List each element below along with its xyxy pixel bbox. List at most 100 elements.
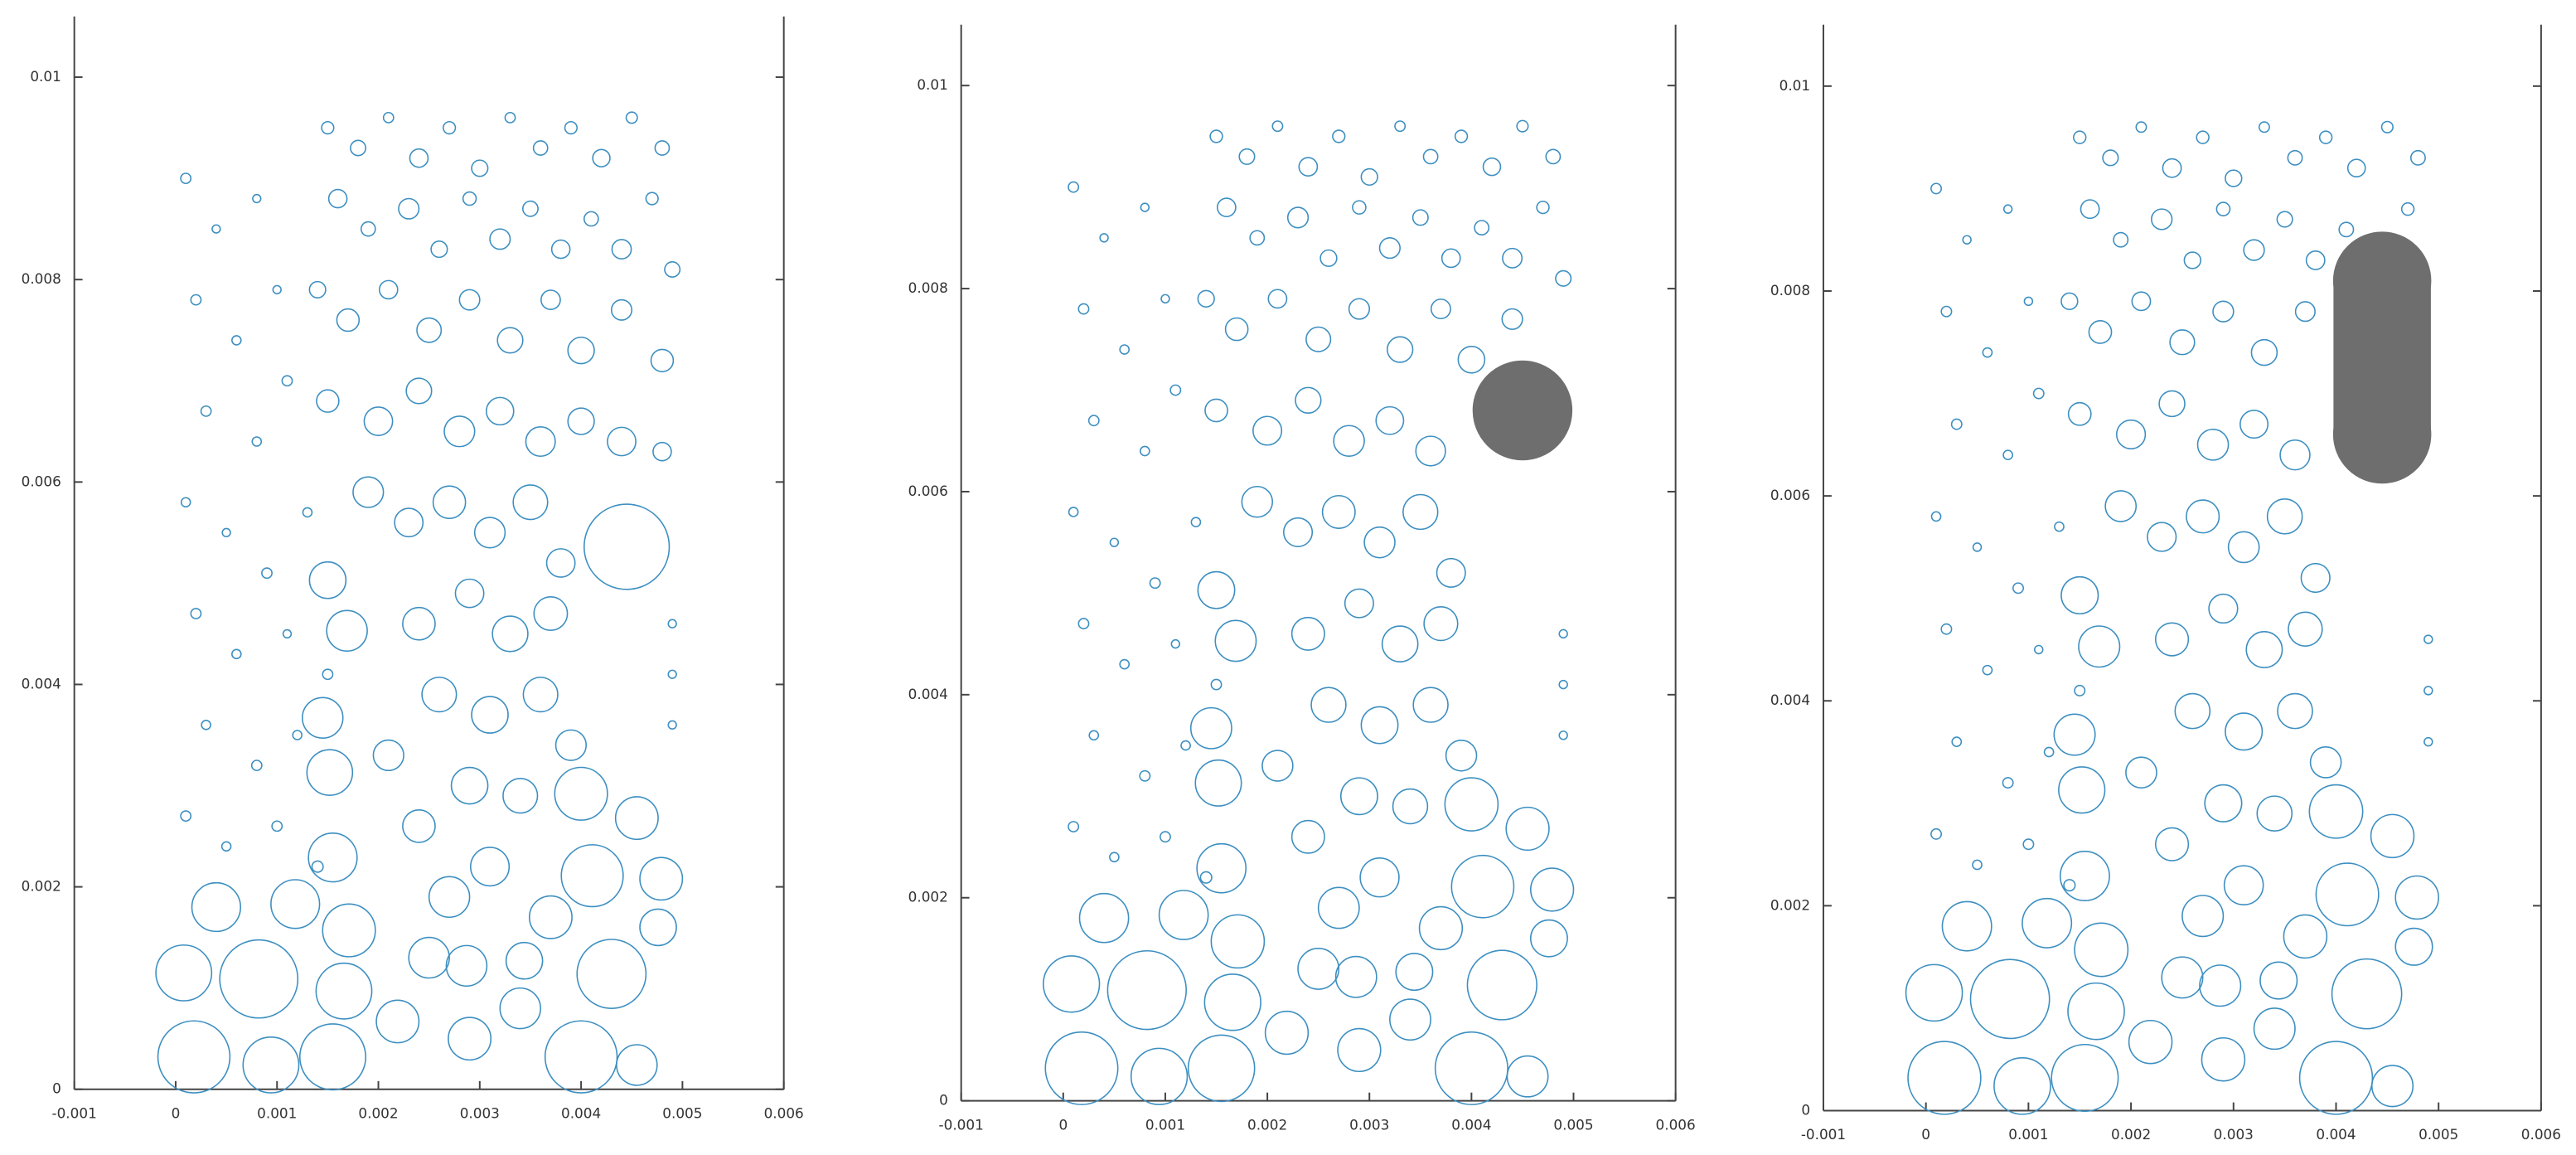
particle (250, 759, 263, 772)
particle (532, 140, 549, 156)
particle (231, 335, 242, 346)
particle (157, 1020, 231, 1094)
particle (336, 308, 361, 332)
particle (2151, 208, 2173, 231)
particle (502, 778, 539, 814)
particle (405, 377, 433, 405)
particle (443, 415, 476, 448)
particle (1951, 736, 1963, 748)
particle (1043, 955, 1101, 1013)
particle (2315, 862, 2380, 927)
particle (550, 239, 571, 260)
particle (610, 298, 633, 321)
particle (1139, 445, 1150, 457)
particle (1149, 577, 1161, 590)
particle (525, 425, 556, 458)
particle (2259, 961, 2298, 1000)
particle (1332, 129, 1346, 143)
particle (190, 294, 202, 306)
particle (1411, 209, 1429, 226)
particle (1982, 347, 1993, 358)
particle (1516, 119, 1529, 133)
particle (544, 1020, 618, 1094)
particle (1321, 494, 1356, 529)
particle (2135, 121, 2147, 133)
particle (2147, 522, 2177, 552)
particle (1422, 148, 1439, 165)
particle (2169, 329, 2196, 356)
particle (1352, 200, 1367, 215)
particle (2128, 1019, 2173, 1065)
particle (321, 120, 335, 135)
particle (1982, 664, 1993, 676)
particle (1395, 953, 1434, 992)
particle (650, 348, 675, 373)
particle (1972, 859, 1983, 871)
particle (1529, 867, 1575, 912)
particle (1430, 298, 1451, 320)
particle (1068, 821, 1080, 832)
y-tick-label: 0 (939, 1092, 948, 1109)
particle (1412, 687, 1449, 723)
particle (560, 844, 624, 908)
particle (2204, 784, 2243, 823)
particle (1394, 120, 1407, 133)
particle (1930, 511, 1942, 522)
particle (2022, 838, 2035, 851)
particle (639, 908, 677, 947)
x-tick-label: 0.006 (764, 1104, 804, 1121)
particle (583, 503, 671, 590)
particle (645, 192, 659, 206)
particle (1506, 1055, 1549, 1098)
particle (2043, 746, 2055, 758)
particle (1972, 542, 1983, 552)
particle (1344, 588, 1374, 619)
particle (1502, 247, 1523, 269)
particle (2078, 625, 2121, 668)
y-tick-label: 0.01 (30, 68, 61, 85)
particle (1360, 167, 1378, 187)
particle (2199, 964, 2242, 1007)
particle (2115, 419, 2147, 450)
particle (1423, 606, 1459, 642)
particle (2125, 756, 2157, 789)
particle (402, 606, 436, 641)
y-tick-label: 0 (52, 1080, 61, 1097)
particle (533, 596, 569, 631)
particle (1392, 788, 1429, 825)
x-tick-label: -0.001 (1801, 1126, 1846, 1143)
x-tick-label: 0.004 (2316, 1126, 2356, 1143)
y-tick-label: 0.01 (917, 76, 947, 93)
particle (1969, 958, 2051, 1040)
particle (2063, 879, 2076, 892)
particle (625, 111, 638, 124)
particle (261, 567, 273, 580)
particle (2279, 439, 2311, 471)
particle (322, 668, 334, 681)
y-tick-label: 0 (1801, 1101, 1810, 1118)
particle (416, 317, 443, 343)
particle (2058, 766, 2106, 814)
particle (2250, 338, 2278, 366)
particle (1119, 344, 1131, 355)
particle (302, 696, 344, 739)
particle (1187, 1034, 1256, 1103)
particle (2256, 795, 2293, 832)
particle (282, 628, 293, 639)
particle (292, 730, 303, 740)
particle (1940, 623, 1953, 635)
particle (496, 327, 524, 354)
particle (2196, 130, 2210, 144)
particle (394, 507, 424, 538)
particle (1214, 619, 1257, 662)
particle (2227, 531, 2260, 564)
particle (2181, 895, 2225, 938)
particle (1130, 1047, 1189, 1105)
y-tick-label: 0.006 (1770, 487, 1810, 503)
particle (2154, 827, 2190, 861)
particle (448, 1017, 492, 1061)
particle (564, 120, 579, 135)
particle (180, 172, 192, 185)
particle (2034, 644, 2044, 655)
particle (1199, 871, 1213, 884)
